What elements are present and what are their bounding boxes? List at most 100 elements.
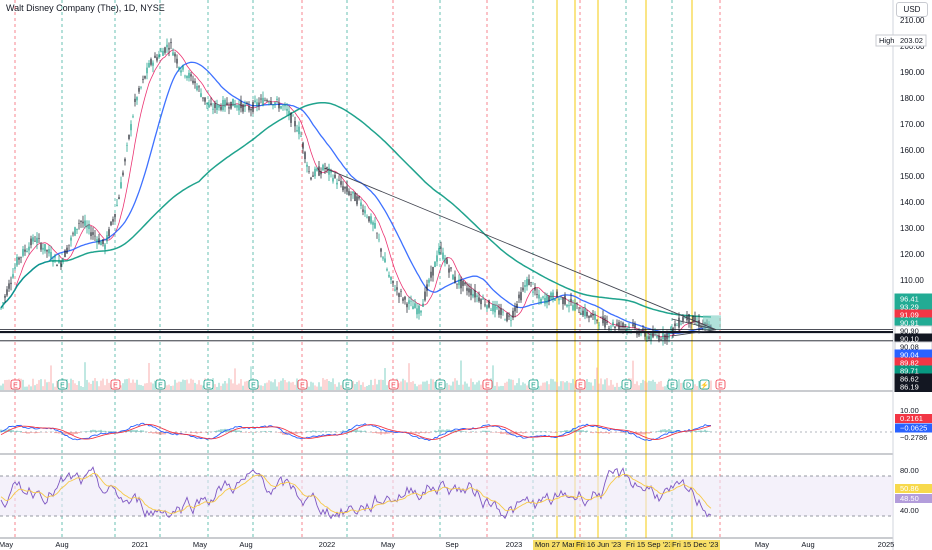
volume-bar [94,378,96,390]
candle-body [278,103,280,109]
candle-body [374,223,376,229]
volume-bar [540,385,542,390]
candle-body [208,104,210,108]
macd-line [0,422,711,442]
macd-histogram [110,431,112,432]
macd-histogram [696,431,698,432]
candle-body [410,300,412,302]
candle-body [328,167,330,175]
volume-bar [288,381,290,390]
candle-body [48,249,50,254]
volume-bar [476,382,478,390]
volume-bar [106,378,108,390]
earnings-badge [715,379,726,390]
macd-histogram [236,430,238,432]
earnings-badge-label: E [60,383,65,390]
time-tag-bg [670,540,720,550]
volume-bar [656,383,658,390]
volume-bar [364,386,366,390]
earnings-badge-label: D [686,383,691,390]
candle-body [396,287,398,290]
macd-histogram [306,431,308,432]
volume-bar [330,382,332,390]
macd-histogram [98,430,100,432]
candle-body [664,334,666,340]
currency-button[interactable]: USD [896,2,928,17]
candle-body [282,105,284,107]
macd-histogram [462,431,464,432]
rsi-badge [895,494,932,503]
price-badge-label: 91.09 [900,311,919,320]
candle-body [658,335,660,341]
price-tick-label: 180.00 [900,94,925,103]
candle-body [346,186,348,192]
candle-body [334,174,336,178]
candle-body [448,268,450,273]
candle-body [242,104,244,112]
volume-bar [618,386,620,390]
macd-histogram [4,429,6,432]
macd-histogram [14,431,16,432]
volume-bar [460,360,462,390]
macd-histogram [156,432,158,434]
high-tag [875,34,927,47]
volume-bar [280,380,282,390]
candle-body [60,262,62,267]
macd-histogram [270,431,272,432]
macd-histogram [578,429,580,432]
volume-bar [326,379,328,390]
macd-histogram [376,432,378,434]
macd-histogram [264,430,266,432]
volume-bar [640,383,642,390]
candle-body [290,112,292,123]
macd-histogram [512,432,514,435]
candle-body [684,316,686,319]
volume-bar [416,386,418,390]
candle-body [470,288,472,296]
volume-bar [474,384,476,390]
triangle-lower [671,329,717,337]
candle-body [284,104,286,107]
macd-histogram [414,432,416,434]
candle-body [210,103,212,106]
volume-bar [122,383,124,390]
volume-bar [236,384,238,390]
volume-bar [148,362,150,390]
volume-bar [544,382,546,390]
volume-bar [228,378,230,390]
volume-bar [76,384,78,390]
macd-histogram [540,431,542,432]
candle-body [358,196,360,199]
volume-bar [96,381,98,390]
macd-histogram [498,432,500,433]
volume-bar [6,379,8,390]
candle-body [604,317,606,328]
volume-bar [682,382,684,390]
macd-histogram [650,432,652,433]
macd-histogram [458,431,460,432]
time-tag-bg [574,540,624,550]
volume-bar [412,381,414,390]
macd-histogram [148,432,150,434]
volume-bar [104,385,106,390]
macd-histogram [22,432,24,433]
candle-body [422,303,424,307]
macd-histogram [572,428,574,432]
price-badge-label: 93.29 [900,303,919,312]
volume-bar [92,380,94,390]
volume-bar [538,386,540,390]
volume-bar [230,379,232,390]
candle-body [190,74,192,77]
candle-body [18,257,20,260]
candle-body [226,102,228,106]
macd-histogram [384,432,386,435]
volume-bar [2,383,4,390]
candle-body [252,101,254,112]
candle-body [402,298,404,301]
volume-bar [424,381,426,390]
macd-histogram [392,432,394,433]
volume-bar [194,382,196,390]
macd-histogram [240,430,242,432]
volume-bar [50,365,52,390]
candle-body [698,320,700,328]
